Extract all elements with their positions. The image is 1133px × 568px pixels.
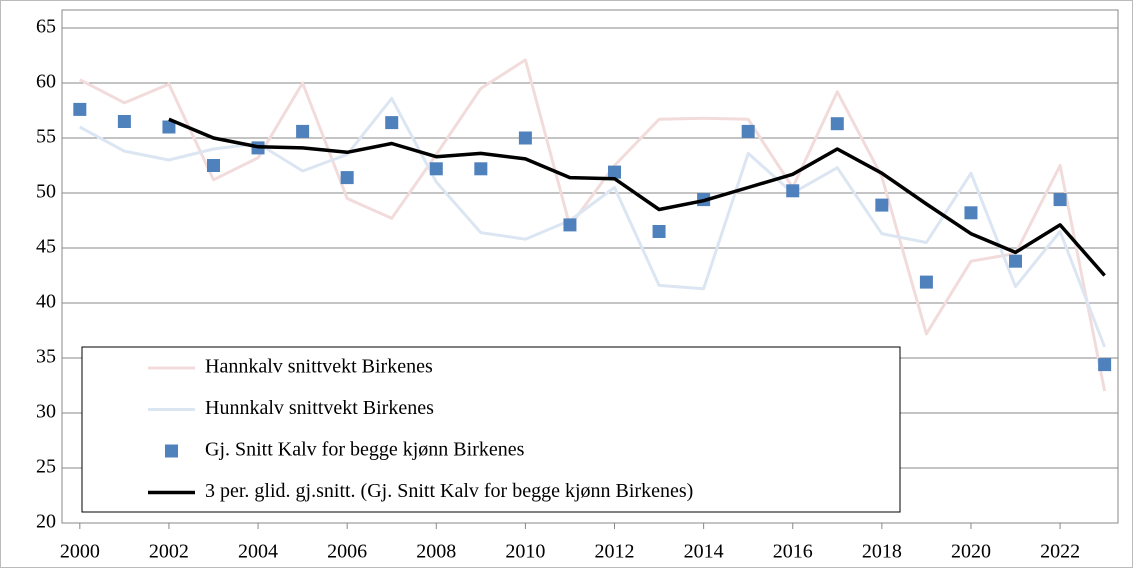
marker <box>73 102 87 116</box>
x-tick-label: 2004 <box>238 541 278 563</box>
y-tick-label: 45 <box>36 236 56 258</box>
x-tick-label: 2014 <box>684 541 724 563</box>
y-tick-label: 55 <box>36 126 56 148</box>
marker <box>875 198 889 212</box>
marker <box>608 165 622 179</box>
marker <box>429 162 443 176</box>
marker <box>385 116 399 130</box>
x-tick-label: 2008 <box>416 541 456 563</box>
x-tick-label: 2016 <box>773 541 813 563</box>
marker <box>830 117 844 131</box>
y-tick-label: 20 <box>36 511 56 533</box>
legend-label: 3 per. glid. gj.snitt. (Gj. Snitt Kalv f… <box>205 480 693 502</box>
x-tick-label: 2018 <box>862 541 902 563</box>
marker <box>964 206 978 220</box>
marker <box>296 124 310 138</box>
marker <box>919 275 933 289</box>
y-tick-label: 30 <box>36 401 56 423</box>
y-tick-label: 60 <box>36 71 56 93</box>
marker <box>1009 254 1023 268</box>
legend-label: Hannkalv snittvekt Birkenes <box>205 356 433 378</box>
marker <box>117 115 131 128</box>
y-tick-label: 50 <box>36 181 56 203</box>
marker <box>563 218 577 232</box>
x-tick-label: 2022 <box>1040 541 1080 563</box>
x-tick-label: 2000 <box>60 541 100 563</box>
series-line <box>79 58 1107 392</box>
marker <box>652 225 666 238</box>
x-tick-label: 2002 <box>149 541 189 563</box>
marker <box>474 162 488 176</box>
marker <box>786 184 800 198</box>
y-tick-label: 35 <box>36 346 56 368</box>
y-tick-label: 25 <box>36 456 56 478</box>
y-tick-label: 65 <box>36 16 56 38</box>
x-tick-label: 2012 <box>595 541 635 563</box>
series-line <box>168 117 1106 277</box>
marker <box>1053 193 1067 207</box>
x-tick-label: 2006 <box>327 541 367 563</box>
y-tick-label: 40 <box>36 291 56 313</box>
marker <box>206 159 220 172</box>
x-tick-label: 2010 <box>505 541 545 563</box>
legend-label: Hunnkalv snittvekt Birkenes <box>205 397 434 419</box>
legend-marker <box>165 444 178 458</box>
x-tick-label: 2020 <box>951 541 991 563</box>
legend-label: Gj. Snitt Kalv for begge kjønn Birkenes <box>205 439 525 461</box>
marker <box>162 120 176 134</box>
marker <box>340 171 354 185</box>
marker <box>518 131 532 145</box>
marker <box>741 124 755 138</box>
marker <box>1098 358 1112 372</box>
legend-box <box>81 346 901 513</box>
